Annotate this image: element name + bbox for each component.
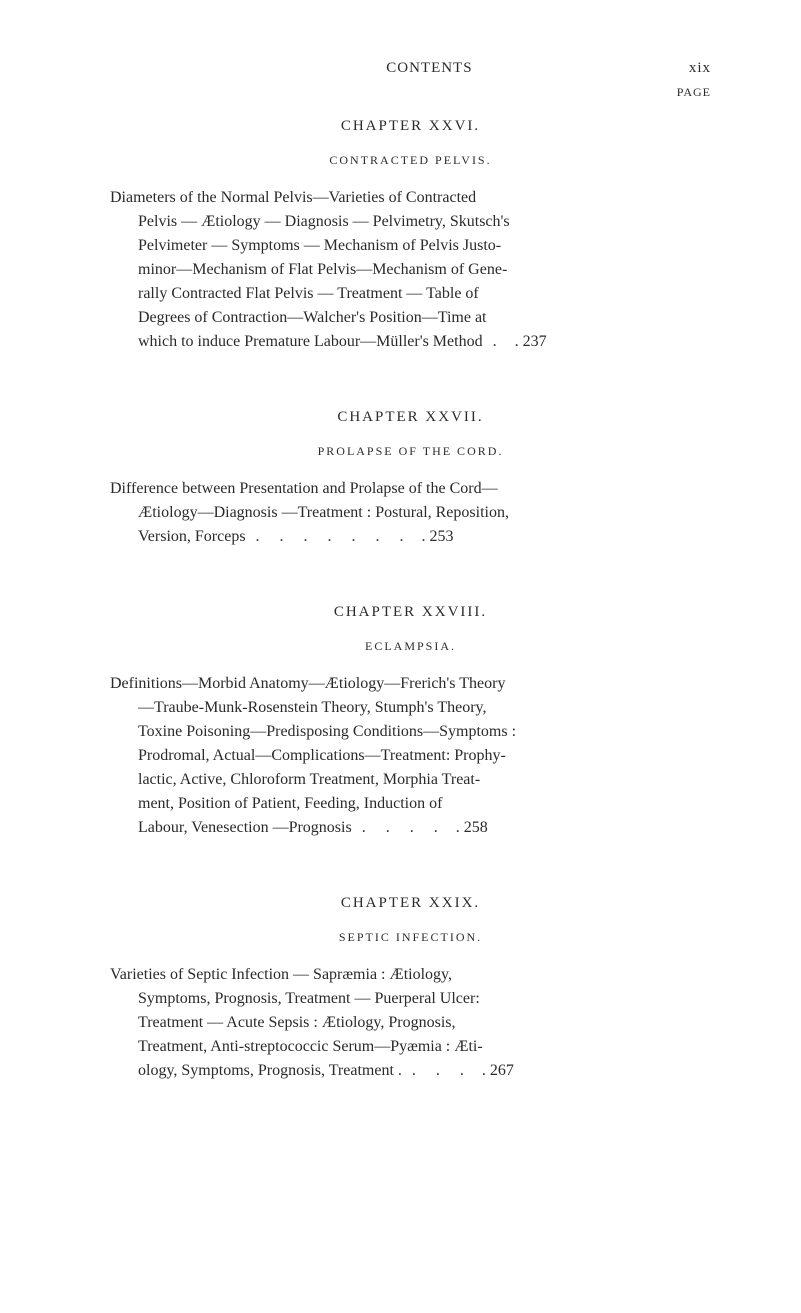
entry-first-line: Definitions—Morbid Anatomy—Ætiology—Frer… bbox=[110, 672, 711, 696]
entry-last-line: Version, Forceps . . . . . . . . 253 bbox=[110, 525, 711, 549]
section-subtitle: PROLAPSE OF THE CORD. bbox=[110, 444, 711, 459]
entry-text: Definitions—Morbid Anatomy—Ætiology—Frer… bbox=[110, 672, 711, 840]
entry-line: Pelvimeter — Symptoms — Mechanism of Pel… bbox=[110, 234, 711, 258]
entry-line: Prodromal, Actual—Complications—Treatmen… bbox=[110, 744, 711, 768]
entry-text: Varieties of Septic Infection — Sapræmia… bbox=[110, 963, 711, 1083]
header-row: CONTENTS xix bbox=[110, 60, 711, 77]
page-label: PAGE bbox=[110, 85, 711, 100]
entry-line: Pelvis — Ætiology — Diagnosis — Pelvimet… bbox=[110, 210, 711, 234]
chapter-title: CHAPTER XXVII. bbox=[110, 409, 711, 426]
entry-line: minor—Mechanism of Flat Pelvis—Mechanism… bbox=[110, 258, 711, 282]
leader-dots: . . . bbox=[406, 1062, 478, 1079]
leader-dots: . . . . . . . bbox=[250, 528, 418, 545]
chapter-title: CHAPTER XXIX. bbox=[110, 895, 711, 912]
entry-text: Diameters of the Normal Pelvis—Varieties… bbox=[110, 186, 711, 354]
chapter-title: CHAPTER XXVI. bbox=[110, 118, 711, 135]
entry-text: Difference between Presentation and Prol… bbox=[110, 477, 711, 549]
toc-entry: Diameters of the Normal Pelvis—Varieties… bbox=[110, 186, 711, 354]
entry-line: Treatment, Anti-streptococcic Serum—Pyæm… bbox=[110, 1035, 711, 1059]
entry-page-number: . 258 bbox=[456, 819, 488, 836]
entry-page-number: . 253 bbox=[422, 528, 454, 545]
entry-line: Ætiology—Diagnosis —Treatment : Postural… bbox=[110, 501, 711, 525]
entry-last-line: which to induce Premature Labour—Müller'… bbox=[110, 330, 711, 354]
contents-label: CONTENTS bbox=[170, 60, 689, 77]
entry-first-line: Difference between Presentation and Prol… bbox=[110, 477, 711, 501]
entry-last-line: Labour, Venesection —Prognosis . . . . .… bbox=[110, 816, 711, 840]
toc-entry: Difference between Presentation and Prol… bbox=[110, 477, 711, 549]
toc-entry: Varieties of Septic Infection — Sapræmia… bbox=[110, 963, 711, 1083]
section-subtitle: ECLAMPSIA. bbox=[110, 639, 711, 654]
entry-page-number: . 237 bbox=[515, 333, 547, 350]
entry-line: —Traube-Munk-Rosenstein Theory, Stumph's… bbox=[110, 696, 711, 720]
leader-dots: . . . . bbox=[356, 819, 452, 836]
entry-line: Treatment — Acute Sepsis : Ætiology, Pro… bbox=[110, 1011, 711, 1035]
entry-first-line: Diameters of the Normal Pelvis—Varieties… bbox=[110, 186, 711, 210]
entry-last-text: ology, Symptoms, Prognosis, Treatment . bbox=[138, 1062, 402, 1079]
toc-entry: Definitions—Morbid Anatomy—Ætiology—Frer… bbox=[110, 672, 711, 840]
chapter-title: CHAPTER XXVIII. bbox=[110, 604, 711, 621]
entry-last-text: Version, Forceps bbox=[138, 528, 246, 545]
section-subtitle: CONTRACTED PELVIS. bbox=[110, 153, 711, 168]
entry-last-line: ology, Symptoms, Prognosis, Treatment . … bbox=[110, 1059, 711, 1083]
leader-dots: . bbox=[487, 333, 511, 350]
entry-line: ment, Position of Patient, Feeding, Indu… bbox=[110, 792, 711, 816]
entry-page-number: . 267 bbox=[482, 1062, 514, 1079]
entry-line: rally Contracted Flat Pelvis — Treatment… bbox=[110, 282, 711, 306]
page-roman-numeral: xix bbox=[689, 60, 711, 77]
entry-line: lactic, Active, Chloroform Treatment, Mo… bbox=[110, 768, 711, 792]
entry-last-text: which to induce Premature Labour—Müller'… bbox=[138, 333, 483, 350]
entry-first-line: Varieties of Septic Infection — Sapræmia… bbox=[110, 963, 711, 987]
entry-line: Toxine Poisoning—Predisposing Conditions… bbox=[110, 720, 711, 744]
entry-line: Degrees of Contraction—Walcher's Positio… bbox=[110, 306, 711, 330]
section-subtitle: SEPTIC INFECTION. bbox=[110, 930, 711, 945]
entry-line: Symptoms, Prognosis, Treatment — Puerper… bbox=[110, 987, 711, 1011]
entry-last-text: Labour, Venesection —Prognosis bbox=[138, 819, 352, 836]
